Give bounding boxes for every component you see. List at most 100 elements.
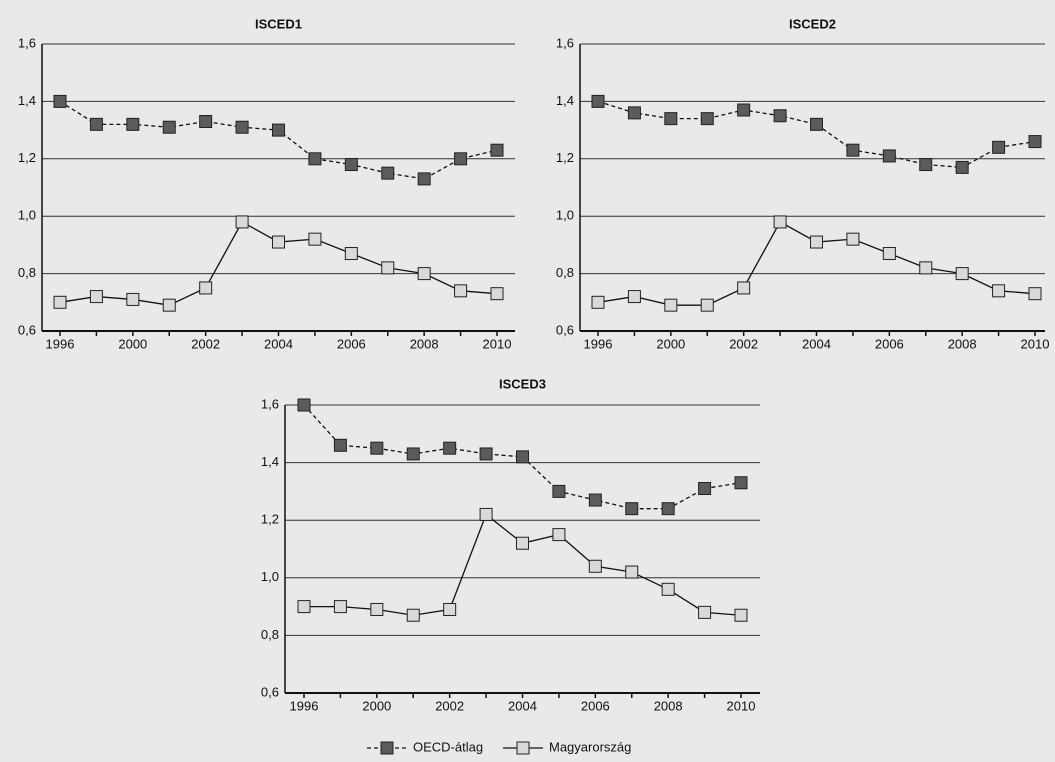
marker	[661, 582, 675, 596]
marker	[454, 284, 468, 298]
series-line	[59, 221, 498, 306]
x-tick-label: 2002	[729, 336, 758, 351]
marker	[370, 441, 384, 455]
marker	[1028, 135, 1042, 149]
marker	[773, 215, 787, 229]
marker	[490, 143, 504, 157]
x-tick-label: 2006	[581, 698, 610, 713]
x-tick-label: 2010	[727, 698, 756, 713]
y-tick-label: 1,2	[556, 150, 574, 165]
marker	[588, 559, 602, 573]
marker	[700, 112, 714, 126]
x-tick-label: 2000	[656, 336, 685, 351]
marker	[700, 298, 714, 312]
marker	[810, 117, 823, 131]
y-tick-label: 1,4	[261, 454, 279, 469]
y-tick-label: 1,0	[556, 208, 574, 223]
marker	[406, 608, 420, 622]
series-line	[304, 513, 742, 616]
marker	[490, 287, 504, 301]
marker	[552, 484, 566, 498]
legend-marker	[516, 741, 530, 755]
marker	[308, 152, 322, 166]
series-line	[597, 221, 1036, 306]
marker	[53, 295, 67, 309]
marker	[955, 160, 969, 174]
x-tick-label: 2008	[654, 698, 683, 713]
marker	[235, 215, 249, 229]
marker	[126, 117, 140, 131]
x-tick-label: 2004	[508, 698, 537, 713]
marker	[297, 600, 311, 614]
marker	[344, 158, 358, 172]
series-line	[597, 100, 1036, 169]
marker	[992, 284, 1006, 298]
marker	[588, 493, 602, 507]
marker	[417, 267, 431, 281]
marker	[625, 565, 639, 579]
marker	[846, 143, 860, 157]
marker	[737, 103, 751, 117]
marker	[381, 166, 395, 180]
chart-title: ISCED1	[255, 16, 302, 31]
marker	[734, 476, 748, 490]
marker	[199, 281, 213, 295]
y-tick-label: 0,8	[556, 265, 574, 280]
marker	[162, 298, 176, 312]
marker	[992, 140, 1006, 154]
marker	[479, 507, 493, 521]
x-tick-label: 2006	[337, 336, 366, 351]
marker	[89, 290, 103, 304]
chart-title: ISCED3	[499, 376, 546, 391]
marker	[381, 261, 395, 275]
y-tick-label: 1,6	[556, 35, 574, 50]
marker	[235, 120, 249, 134]
marker	[516, 536, 529, 550]
marker	[333, 600, 347, 614]
marker	[734, 608, 748, 622]
y-tick-label: 1,0	[261, 569, 279, 584]
marker	[344, 247, 358, 261]
marker	[737, 281, 751, 295]
marker	[664, 298, 678, 312]
marker	[627, 290, 641, 304]
x-tick-label: 1996	[290, 698, 319, 713]
x-tick-label: 2004	[264, 336, 293, 351]
marker	[661, 502, 675, 516]
x-tick-label: 2006	[875, 336, 904, 351]
x-tick-label: 2000	[362, 698, 391, 713]
marker	[919, 158, 933, 172]
y-tick-label: 0,8	[261, 627, 279, 642]
marker	[1028, 287, 1042, 301]
marker	[333, 438, 347, 452]
marker	[272, 235, 285, 249]
y-tick-label: 1,2	[18, 150, 36, 165]
y-tick-label: 1,0	[18, 208, 36, 223]
marker	[126, 292, 140, 306]
marker	[89, 117, 103, 131]
marker	[53, 94, 67, 108]
marker	[370, 602, 384, 616]
marker	[627, 106, 641, 120]
legend-label: Magyarország	[549, 739, 631, 754]
marker	[664, 112, 678, 126]
marker	[773, 109, 787, 123]
y-tick-label: 1,6	[261, 396, 279, 411]
marker	[955, 267, 969, 281]
y-tick-label: 1,4	[556, 93, 574, 108]
marker	[591, 295, 605, 309]
marker	[417, 172, 431, 186]
x-tick-label: 1996	[584, 336, 613, 351]
marker	[162, 120, 176, 134]
x-tick-label: 2002	[191, 336, 220, 351]
marker	[479, 447, 493, 461]
marker	[882, 149, 896, 163]
legend-marker	[380, 741, 394, 755]
x-tick-label: 2008	[948, 336, 977, 351]
marker	[443, 441, 457, 455]
series-line	[59, 100, 498, 180]
marker	[272, 123, 285, 137]
marker	[516, 450, 529, 464]
legend-label: OECD-átlag	[413, 739, 483, 754]
